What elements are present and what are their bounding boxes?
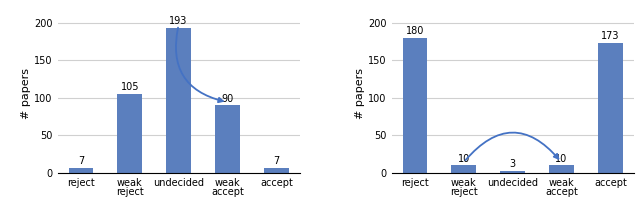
Bar — [549, 165, 573, 173]
Bar — [68, 168, 93, 173]
Bar — [500, 171, 525, 173]
Text: 3: 3 — [509, 159, 516, 169]
Bar — [118, 94, 142, 173]
Bar — [264, 168, 289, 173]
Text: 10: 10 — [458, 154, 470, 164]
Text: 7: 7 — [273, 156, 280, 166]
Text: 180: 180 — [406, 26, 424, 36]
Bar — [598, 43, 623, 173]
Bar — [403, 38, 427, 173]
Y-axis label: # papers: # papers — [22, 68, 31, 119]
Text: 7: 7 — [77, 156, 84, 166]
Text: 193: 193 — [170, 16, 188, 26]
Text: 90: 90 — [221, 94, 234, 104]
Y-axis label: # papers: # papers — [355, 68, 365, 119]
Text: 10: 10 — [556, 154, 568, 164]
Bar — [215, 105, 240, 173]
Bar — [166, 28, 191, 173]
Text: 173: 173 — [601, 31, 620, 41]
Bar — [451, 165, 476, 173]
Text: 105: 105 — [120, 83, 139, 92]
